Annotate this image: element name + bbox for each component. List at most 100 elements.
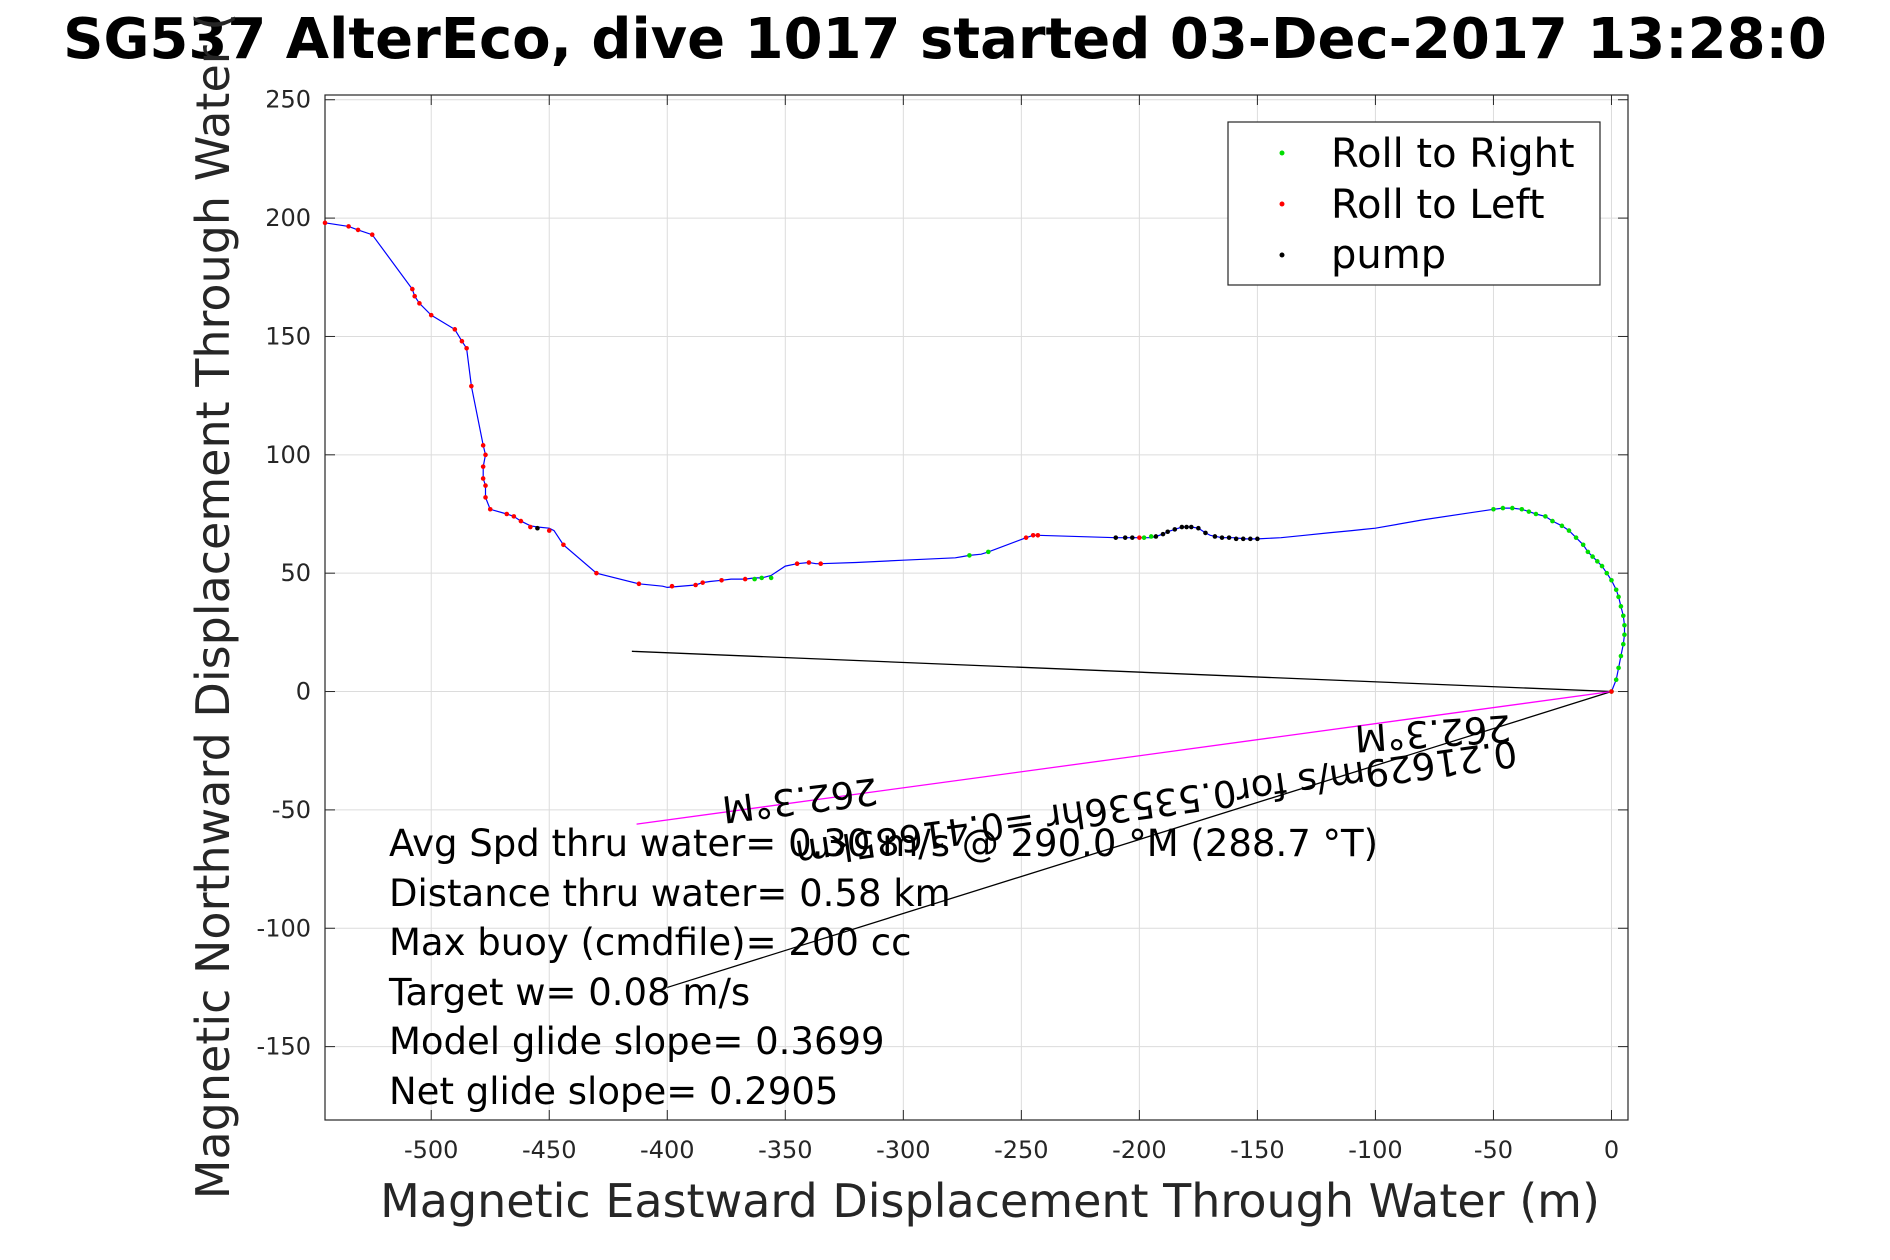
roll-left-point [480, 443, 486, 448]
pump-point [1184, 524, 1189, 530]
pump-point [1196, 525, 1201, 531]
grid [325, 95, 1628, 1120]
legend-marker-roll-left [1279, 201, 1285, 207]
roll-left-point [818, 561, 824, 567]
y-axis-ticks: -150 -100 -50 0 50 100 150 200 250 [257, 86, 1628, 1061]
legend-box [1227, 121, 1601, 286]
roll-right-point [1573, 535, 1579, 540]
roll-left-point [806, 560, 812, 565]
roll-right-point [1566, 528, 1572, 533]
roll-right-point [1500, 505, 1506, 511]
roll-right-point [1585, 549, 1591, 555]
vector-line [636, 690, 1612, 825]
roll-left-point [1023, 535, 1029, 540]
y-tick-label: 50 [280, 559, 311, 587]
roll-left-point [700, 580, 705, 585]
legend-marker-pump [1279, 252, 1285, 258]
y-tick-label: -150 [257, 1033, 311, 1061]
roll-left-point [742, 576, 748, 582]
chart-title: SG537 AlterEco, dive 1017 started 03-Dec… [63, 7, 1827, 72]
roll-right-point [1559, 523, 1565, 529]
roll-right-point [1599, 563, 1605, 569]
stat-line: Distance thru water= 0.58 km [389, 872, 951, 915]
pump-point [1153, 534, 1159, 539]
roll-right-point [1613, 677, 1619, 682]
x-tick-label: -300 [876, 1136, 930, 1164]
pump-point [1219, 535, 1225, 540]
pump-point [1172, 527, 1178, 532]
pump-point [1255, 536, 1260, 542]
x-axis-ticks: -500 -450 -400 -350 -300 -250 -200 -150 -100 -50 0 [404, 95, 1619, 1164]
roll-left-point [636, 581, 642, 587]
vector-line [667, 690, 1612, 989]
stats-text: Avg Spd thru water= 0.30 m/s @ 290.0 °M … [388, 822, 1378, 1113]
pump-point [1165, 529, 1171, 535]
roll-right-point [1491, 506, 1496, 512]
roll-right-point [1622, 632, 1627, 638]
roll-right-point [1609, 577, 1614, 583]
legend-label-pump: pump [1331, 232, 1446, 278]
roll-right-point [1580, 542, 1586, 548]
roll-left-point [483, 495, 488, 500]
roll-left-point [459, 338, 465, 344]
x-tick-label: -100 [1348, 1136, 1402, 1164]
pump-point [1212, 534, 1218, 539]
roll-left-point [464, 345, 469, 351]
vectors [631, 650, 1612, 989]
track-line [324, 222, 1626, 692]
track [324, 222, 1626, 692]
legend-marker-roll-right [1279, 150, 1285, 156]
y-tick-label: 250 [265, 86, 311, 114]
roll-left-point [693, 582, 698, 588]
roll-left-point [1137, 535, 1142, 540]
roll-left-point [1030, 533, 1036, 538]
roll-left-point [412, 293, 417, 299]
pump-point [1203, 530, 1208, 536]
roll-right-point [1590, 554, 1595, 559]
pump-point [1122, 535, 1128, 540]
roll-right-point [1604, 570, 1610, 576]
y-axis-label: Magnetic Northward Displacement Through … [186, 13, 240, 1199]
roll-left-point [504, 511, 510, 517]
legend-label-roll-left: Roll to Left [1331, 182, 1545, 228]
roll-right-point [1526, 509, 1532, 514]
roll-left-point [480, 464, 486, 469]
roll-left-point [469, 383, 474, 389]
x-tick-label: -350 [758, 1136, 812, 1164]
roll-right-point [1533, 511, 1539, 517]
roll-right-point [1618, 653, 1624, 659]
roll-left-point [719, 577, 724, 583]
plot-area [324, 94, 1629, 1121]
x-axis-label: Magnetic Eastward Displacement Through W… [380, 1174, 1600, 1228]
y-tick-label: 0 [296, 678, 311, 706]
roll-right-point [768, 575, 774, 581]
pump-point [535, 525, 540, 531]
y-tick-label: 200 [265, 204, 311, 232]
roll-left-point [518, 518, 524, 524]
roll-left-point [428, 312, 434, 318]
roll-left-point [669, 583, 675, 589]
roll-right-point [752, 576, 757, 582]
roll-left-point [410, 286, 415, 292]
x-tick-label: -50 [1474, 1136, 1513, 1164]
roll-right-point [1620, 613, 1626, 619]
pump-point [1113, 535, 1119, 540]
roll-left-point [417, 301, 422, 306]
pump-point [1233, 536, 1239, 542]
pump-point [1240, 536, 1246, 542]
x-tick-label: -150 [1230, 1136, 1284, 1164]
roll-left-point [452, 327, 458, 332]
x-tick-label: -450 [522, 1136, 576, 1164]
roll-left-point [794, 561, 800, 567]
x-tick-label: -250 [994, 1136, 1048, 1164]
roll-right-point [1613, 587, 1619, 593]
roll-left-point [483, 452, 488, 458]
y-tick-label: -50 [272, 796, 311, 824]
stat-line: Max buoy (cmdfile)= 200 cc [389, 921, 911, 964]
roll-left-point [1609, 689, 1614, 694]
legend: Roll to Right Roll to Left pump [1227, 121, 1601, 286]
stat-line: Avg Spd thru water= 0.30 m/s @ 290.0 °M … [389, 822, 1378, 865]
roll-left-point [1035, 533, 1041, 538]
pump-point [1129, 535, 1135, 540]
